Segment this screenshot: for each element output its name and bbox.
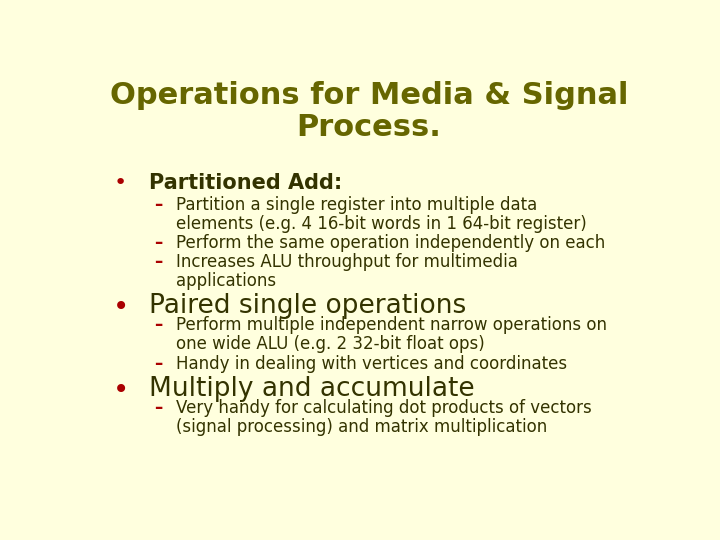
- Text: Partitioned Add:: Partitioned Add:: [148, 173, 342, 193]
- Text: Perform the same operation independently on each: Perform the same operation independently…: [176, 234, 606, 252]
- Text: Paired single operations: Paired single operations: [148, 294, 466, 320]
- Text: •: •: [112, 376, 129, 404]
- Text: applications: applications: [176, 272, 276, 291]
- Text: elements (e.g. 4 16-bit words in 1 64-bit register): elements (e.g. 4 16-bit words in 1 64-bi…: [176, 215, 588, 233]
- Text: –: –: [154, 316, 163, 334]
- Text: •: •: [112, 294, 129, 321]
- Text: one wide ALU (e.g. 2 32-bit float ops): one wide ALU (e.g. 2 32-bit float ops): [176, 335, 485, 354]
- Text: Multiply and accumulate: Multiply and accumulate: [148, 376, 474, 402]
- Text: Handy in dealing with vertices and coordinates: Handy in dealing with vertices and coord…: [176, 355, 567, 373]
- Text: Very handy for calculating dot products of vectors: Very handy for calculating dot products …: [176, 399, 593, 417]
- Text: –: –: [154, 399, 163, 417]
- Text: Partition a single register into multiple data: Partition a single register into multipl…: [176, 196, 538, 214]
- Text: –: –: [154, 355, 163, 373]
- Text: Operations for Media & Signal: Operations for Media & Signal: [109, 82, 629, 111]
- Text: Process.: Process.: [297, 113, 441, 141]
- Text: –: –: [154, 234, 163, 252]
- Text: Perform multiple independent narrow operations on: Perform multiple independent narrow oper…: [176, 316, 608, 334]
- Text: –: –: [154, 253, 163, 271]
- Text: (signal processing) and matrix multiplication: (signal processing) and matrix multiplic…: [176, 418, 548, 436]
- Text: •: •: [114, 173, 127, 193]
- Text: –: –: [154, 196, 163, 214]
- Text: Increases ALU throughput for multimedia: Increases ALU throughput for multimedia: [176, 253, 518, 271]
